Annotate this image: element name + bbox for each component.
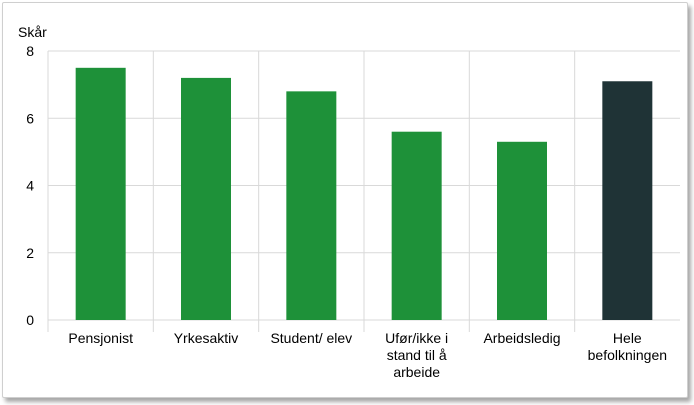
y-tick-label: 8 [26,43,34,59]
y-tick-label: 6 [26,110,34,126]
x-tick-label: Pensjonist [68,330,133,346]
x-tick-label: Yrkesaktiv [174,330,239,346]
bar [286,91,337,320]
y-axis-label: Skår [18,24,47,40]
x-tick-label: Hele befolkningen [588,330,667,363]
x-tick-label: Arbeidsledig [483,330,560,346]
bar [181,77,231,321]
x-tick-label: Ufør/ikke i stand til å arbeide [385,330,448,380]
bar [391,131,442,320]
bar [497,141,547,320]
bars [75,67,653,321]
gridlines [47,50,680,332]
bar [602,81,653,320]
bar [75,67,126,320]
y-tick-label: 4 [26,178,34,194]
y-tick-labels: 0 2 4 6 8 [26,43,34,328]
x-tick-labels: Pensjonist Yrkesaktiv Student/ elev Ufør/ik… [68,330,667,380]
y-tick-label: 2 [26,245,34,261]
x-tick-label: Student/ elev [270,330,352,346]
y-tick-label: 0 [26,312,34,328]
